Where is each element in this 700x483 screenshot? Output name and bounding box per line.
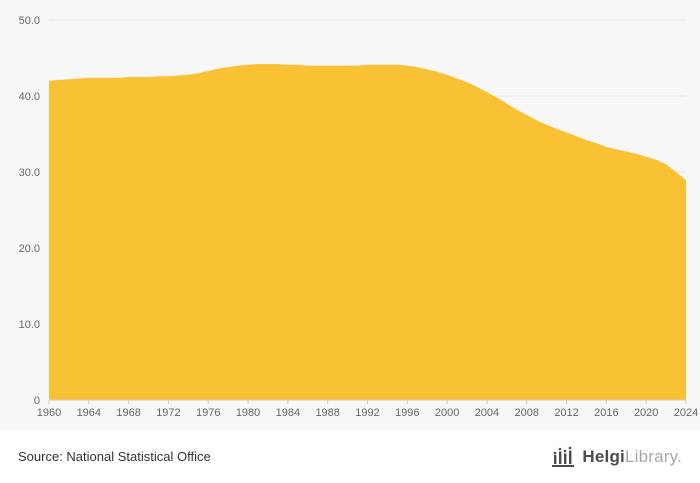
logo-brand-light: Library.: [624, 446, 682, 466]
y-axis-label: 30.0: [19, 167, 40, 179]
footer: Source: National Statistical Office Helg…: [0, 430, 700, 483]
x-axis-label: 2016: [594, 407, 618, 419]
x-axis-label: 1960: [37, 407, 61, 419]
y-axis-label: 0: [34, 395, 40, 407]
helgi-logo-icon: [552, 446, 575, 467]
x-axis-label: 1972: [156, 407, 180, 419]
helgi-library-logo: HelgiLibrary.: [552, 446, 682, 468]
y-axis-label: 40.0: [19, 91, 40, 103]
logo-brand-bold: Helgi: [582, 446, 625, 466]
x-axis-label: 1984: [276, 407, 300, 419]
x-axis-label: 2004: [475, 407, 499, 419]
x-axis-label: 1988: [315, 407, 339, 419]
chart-area: 0 10.0 20.0 30.0 40.0 50.0 1960 1964 1968 1972 197…: [19, 15, 699, 419]
x-axis-label: 1996: [395, 407, 419, 419]
x-axis-label: 2012: [554, 407, 578, 419]
y-axis-label: 10.0: [19, 319, 40, 331]
x-axis-label: 2000: [435, 407, 459, 419]
x-axis-label: 1980: [236, 407, 260, 419]
y-axis-label: 50.0: [19, 15, 40, 27]
logo-text: HelgiLibrary.: [582, 447, 682, 467]
area-chart: 0 10.0 20.0 30.0 40.0 50.0 1960 1964 1968 1972 197…: [19, 15, 699, 419]
area-series: [49, 64, 686, 400]
x-axis-label: 2024: [674, 407, 698, 419]
x-axis-label: 1976: [196, 407, 220, 419]
source-text: Source: National Statistical Office: [18, 449, 211, 464]
x-axis-label: 1964: [77, 407, 101, 419]
x-axis-label: 1968: [116, 407, 140, 419]
y-axis-label: 20.0: [19, 243, 40, 255]
x-axis-label: 2020: [634, 407, 658, 419]
x-axis-label: 1992: [355, 407, 379, 419]
x-axis-label: 2008: [515, 407, 539, 419]
